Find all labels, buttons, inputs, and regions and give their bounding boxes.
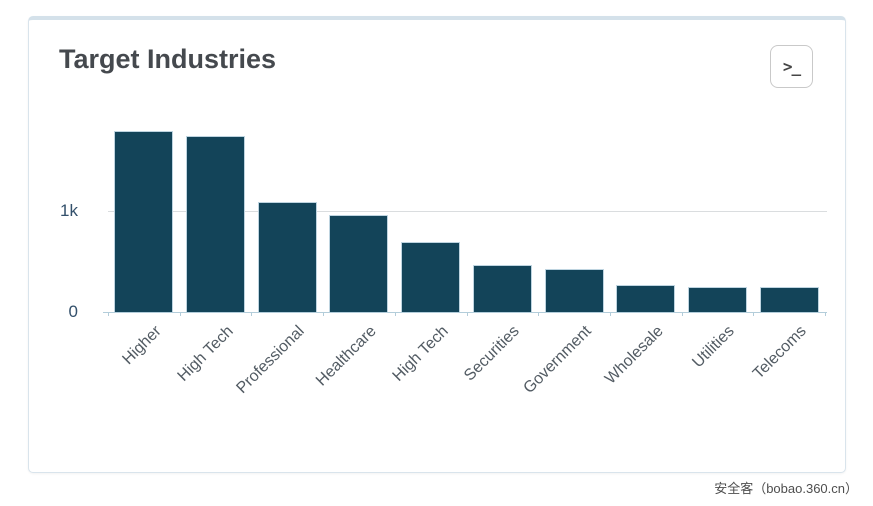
terminal-button[interactable]: >_ xyxy=(770,45,813,88)
x-axis-tick xyxy=(467,312,468,316)
bar[interactable] xyxy=(114,131,174,312)
bar[interactable] xyxy=(186,136,246,312)
bar[interactable] xyxy=(544,269,604,312)
x-axis-tick xyxy=(395,312,396,316)
bar[interactable] xyxy=(401,242,461,312)
target-industries-panel: Target Industries >_ 0 1k Higher High Tech P… xyxy=(28,16,846,473)
x-axis-tick xyxy=(108,312,109,316)
bar[interactable] xyxy=(759,287,819,312)
gridline-1000 xyxy=(108,211,827,212)
y-axis-tick-label: 1k xyxy=(60,201,78,220)
bar[interactable] xyxy=(616,285,676,312)
x-axis-tick xyxy=(753,312,754,316)
watermark: 安全客（bobao.360.cn） xyxy=(714,481,858,496)
panel-title: Target Industries xyxy=(59,44,277,74)
x-axis-line xyxy=(103,312,827,313)
x-axis-tick xyxy=(323,312,324,316)
x-axis-tick xyxy=(825,312,826,316)
bar[interactable] xyxy=(687,287,747,312)
x-axis-tick xyxy=(251,312,252,316)
terminal-prompt-icon: >_ xyxy=(782,56,801,76)
x-axis-tick xyxy=(180,312,181,316)
bar[interactable] xyxy=(257,202,317,312)
bar[interactable] xyxy=(472,265,532,312)
bar[interactable] xyxy=(329,215,389,312)
panel-layer: Target Industries >_ 0 1k Higher High Tech P… xyxy=(28,16,846,473)
x-axis-tick xyxy=(538,312,539,316)
x-axis-tick xyxy=(682,312,683,316)
x-axis-tick xyxy=(610,312,611,316)
y-axis-tick-label: 0 xyxy=(68,302,78,321)
